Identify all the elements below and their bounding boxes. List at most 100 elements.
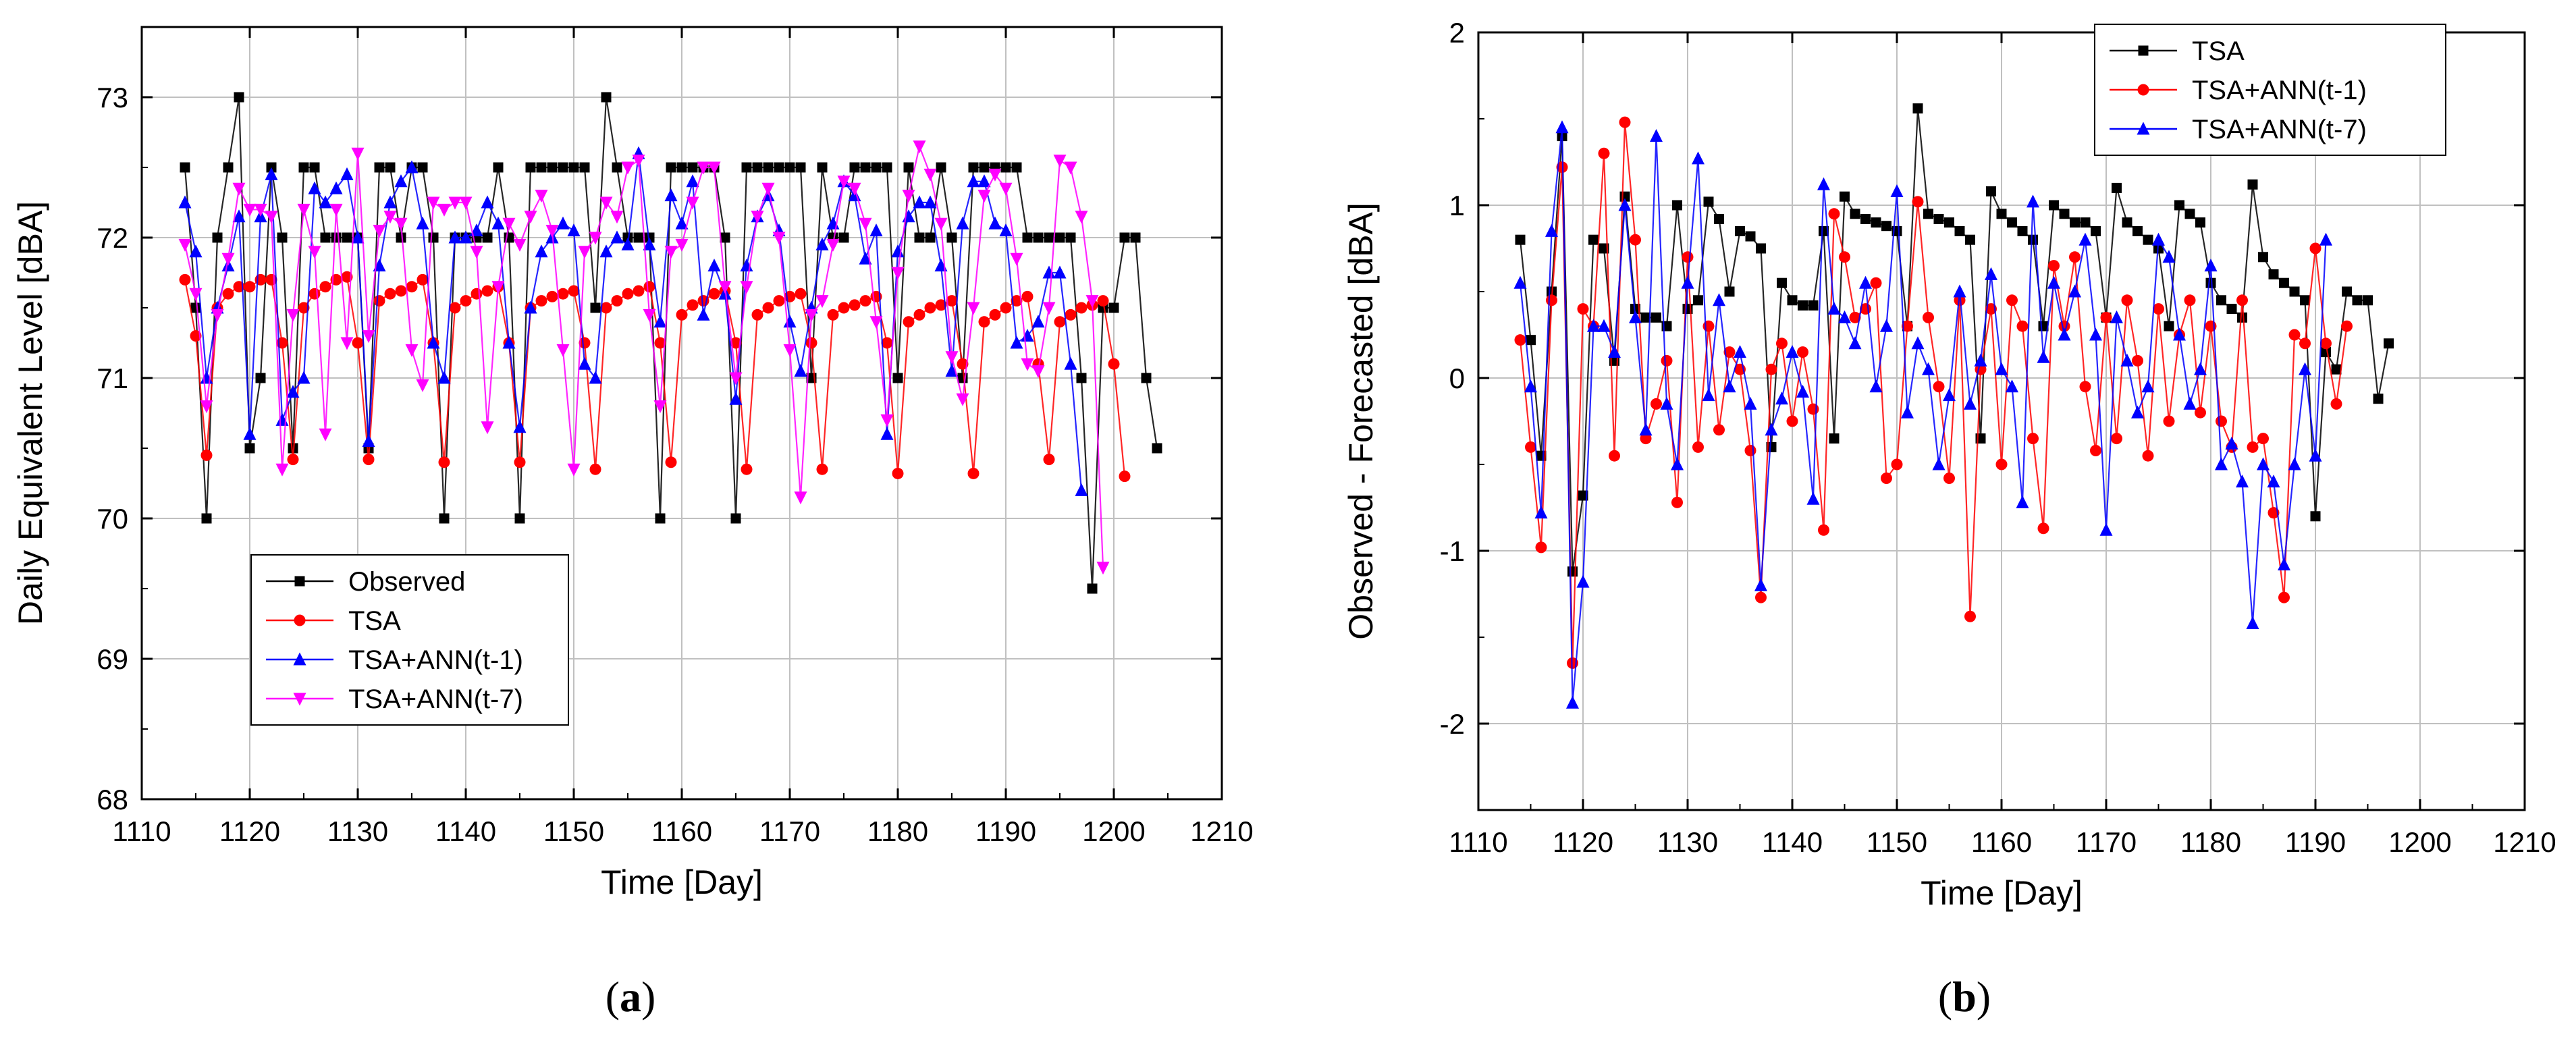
chart-b-ytick-label: 1 xyxy=(1449,190,1465,221)
chart-b-series-0-point xyxy=(1798,300,1808,311)
chart-a-series-3-point xyxy=(1085,295,1099,308)
chart-a-series-0 xyxy=(180,92,1162,594)
caption-a-letter: a xyxy=(620,973,641,1021)
chart-a-series-1-point xyxy=(816,463,828,475)
chart-a-series-1-point xyxy=(395,285,407,297)
chart-a-series-0-point xyxy=(190,302,201,313)
chart-a-series-3-point xyxy=(513,238,527,252)
chart-b-series-1-point xyxy=(2037,522,2049,535)
chart-a-series-3-point xyxy=(265,211,278,224)
chart-b-series-2-point xyxy=(1859,275,1872,289)
chart-a-ytick-label: 70 xyxy=(97,503,128,535)
chart-b-series-0-point xyxy=(1829,433,1840,444)
chart-a-series-1-point xyxy=(319,281,331,293)
chart-a-series-0-point xyxy=(439,513,450,524)
chart-a-series-0-point xyxy=(277,232,288,243)
chart-a-series-2-point xyxy=(1010,335,1023,349)
chart-a-series-2-point xyxy=(956,216,969,230)
chart-a-series-0-point xyxy=(1022,232,1033,243)
chart-b-series-2-point xyxy=(1618,198,1632,211)
chart-a-series-1-point xyxy=(546,290,558,302)
chart-b-series-2-point xyxy=(2246,616,2259,630)
chart-a-series-3-point xyxy=(632,155,645,168)
chart-b-xtick-label: 1120 xyxy=(1553,826,1613,858)
chart-a-series-1-point xyxy=(287,454,299,466)
chart-b-series-2-point xyxy=(1660,396,1673,410)
chart-a-series-3-point xyxy=(1064,161,1077,175)
chart-b-series-0-point xyxy=(1787,295,1798,306)
chart-b-series-0-point xyxy=(1871,217,1881,228)
chart-a-series-1-point xyxy=(643,281,655,293)
chart-a-series-3-point xyxy=(1031,365,1045,379)
chart-a-series-2-point xyxy=(394,174,408,188)
chart-a-series-2-point xyxy=(697,307,710,321)
chart-a-series-2-point xyxy=(934,259,948,272)
chart-a-series-3-point xyxy=(675,238,689,252)
chart-a-series-1-point xyxy=(913,308,925,321)
chart-a-series-2-point xyxy=(427,335,440,349)
chart-b-series-0-point xyxy=(2363,295,2373,306)
chart-a-series-3-point xyxy=(535,190,548,203)
chart-a-series-3-point xyxy=(405,344,419,357)
chart-a-series-1-point xyxy=(308,288,321,300)
chart-b-legend-swatch-marker xyxy=(2138,45,2149,56)
chart-a-series-1-point xyxy=(827,308,839,321)
chart-a-series-2-point xyxy=(589,371,602,384)
chart-a-series-3-point xyxy=(761,182,775,196)
chart-a-series-0-point xyxy=(342,232,352,243)
chart-b-series-1-point xyxy=(1933,381,1945,393)
chart-a-series-0-point xyxy=(903,162,914,173)
chart-a-series-3-point xyxy=(805,308,818,322)
chart-a-series-2-point xyxy=(599,244,613,258)
chart-b-series-2-point xyxy=(1545,223,1558,237)
chart-a-series-1-point xyxy=(1011,295,1023,307)
chart-b-series-0-point xyxy=(2226,304,2237,315)
chart-a-series-1-point xyxy=(1043,454,1055,466)
chart-a-legend: Observed TSA TSA+ANN(t-1) TSA+ANN(t-7) xyxy=(250,554,569,726)
chart-a-series-3-point xyxy=(319,428,332,441)
chart-b-series-2-point xyxy=(2278,557,2290,570)
chart-b-series-2-point xyxy=(1629,310,1642,323)
chart-a-series-3-point xyxy=(1042,302,1056,315)
chart-a-series-1-point xyxy=(244,281,256,293)
chart-a-xtick-label: 1180 xyxy=(867,815,928,847)
chart-a-series-0-point xyxy=(590,302,601,313)
chart-a-series-2-point xyxy=(189,244,203,258)
chart-a-series-0-point xyxy=(914,232,925,243)
chart-b-series-0-point xyxy=(2059,209,2070,219)
chart-b-series-1-point xyxy=(1902,320,1913,332)
chart-a-series-1-point xyxy=(1097,295,1109,307)
chart-a-series-2-point xyxy=(1053,265,1067,279)
chart-a-series-0-point xyxy=(892,373,903,383)
chart-a-series-3-point xyxy=(977,190,991,203)
chart-b-series-2-point xyxy=(2078,232,2092,246)
chart-a-series-0-point xyxy=(817,162,828,173)
chart-b-legend-label: TSA+ANN(t-1) xyxy=(2192,76,2367,105)
chart-a-series-3-point xyxy=(308,246,321,259)
chart-a-xtick-label: 1150 xyxy=(543,815,604,847)
chart-b-series-0-point xyxy=(2017,225,2028,236)
chart-a-series-0-point xyxy=(536,162,547,173)
chart-a-series-3-point xyxy=(524,211,537,224)
chart-b-series-0-point xyxy=(1693,295,1703,306)
chart-a-series-1-point xyxy=(449,302,461,314)
chart-a-legend-swatch-marker xyxy=(294,576,305,587)
chart-b-series-2-point xyxy=(2215,457,2228,470)
chart-b-xtick-label: 1150 xyxy=(1867,826,1927,858)
chart-b-series-0-point xyxy=(1766,441,1777,452)
chart-b-series-2-point xyxy=(2162,250,2176,263)
chart-a-series-3-point xyxy=(470,246,483,259)
chart-b-legend-swatch-marker xyxy=(2137,84,2149,96)
chart-a-series-1-point xyxy=(633,285,645,297)
chart-b-series-0-point xyxy=(2091,225,2101,236)
chart-a-series-3-point xyxy=(837,176,851,189)
chart-b-series-1-point xyxy=(1577,303,1589,315)
chart-b-series-0-point xyxy=(2331,364,2342,375)
chart-b-series-2-point xyxy=(1744,396,1757,410)
chart-b-series-2-point xyxy=(1566,695,1579,709)
chart-a-series-1-point xyxy=(946,295,958,307)
chart-b-canvas: 1110 1120 1130 1140 1150 1160 1170 1180 1190 1200… xyxy=(1342,17,2556,912)
chart-b-series-2-point xyxy=(1734,345,1746,358)
chart-a-series-3-point xyxy=(783,344,797,357)
chart-a-series-0-point xyxy=(374,162,385,173)
